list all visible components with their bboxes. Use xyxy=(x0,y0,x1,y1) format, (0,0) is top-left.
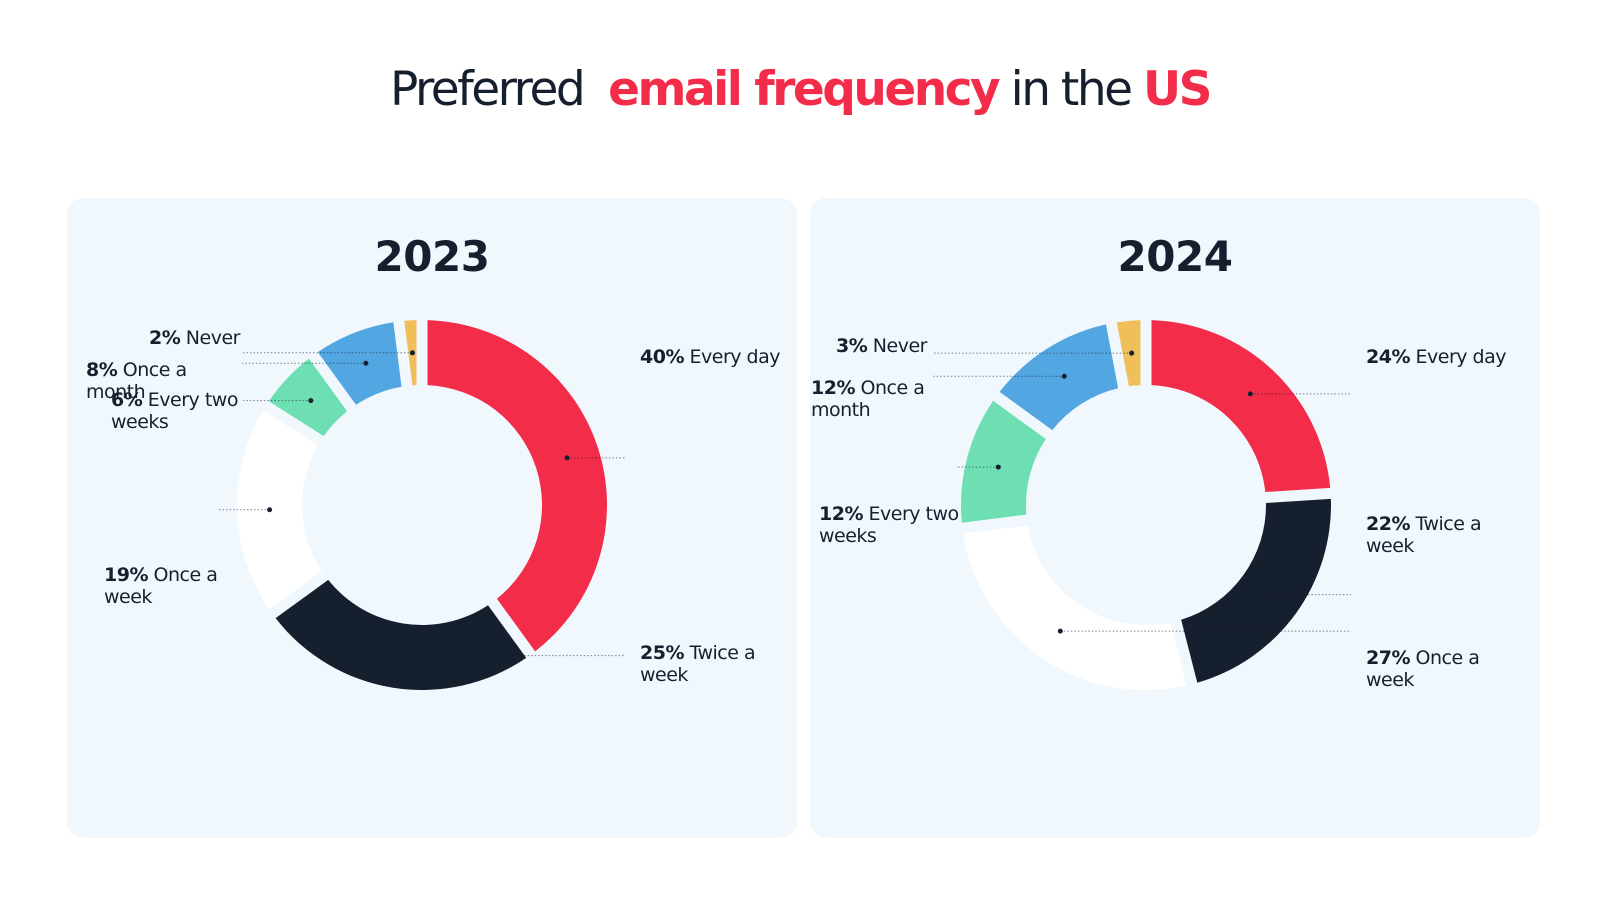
slice-name: Every day xyxy=(683,346,781,368)
leader-dot-2024-5 xyxy=(1129,350,1135,356)
leader-dot-2023-3 xyxy=(308,398,314,404)
leader-dot-2023-1 xyxy=(395,653,401,659)
slice-label-2023-once-a-week: 19% Once a week xyxy=(104,564,224,608)
slice-label-2023-never: 2% Never xyxy=(149,327,249,349)
slice-2023-once-a-week xyxy=(236,410,322,610)
slice-label-2024-every-day: 24% Every day xyxy=(1366,346,1516,368)
slice-label-2023-every-two-weeks: 6% Every two weeks xyxy=(111,389,251,433)
slice-name: Every two weeks xyxy=(111,389,238,433)
leader-dot-2023-2 xyxy=(267,507,273,513)
slice-name: Every day xyxy=(1409,346,1507,368)
slice-pct: 25% xyxy=(640,642,684,664)
title-part-3: in the xyxy=(1010,62,1133,117)
leader-dot-2024-3 xyxy=(995,464,1001,470)
slice-label-2024-once-a-week: 27% Once a week xyxy=(1366,647,1486,691)
leader-dot-2024-0 xyxy=(1247,391,1253,397)
slice-name: Every two weeks xyxy=(819,503,959,547)
slice-name: Once a month xyxy=(811,377,925,421)
slice-name: Never xyxy=(180,327,241,349)
leader-dot-2023-0 xyxy=(564,455,570,461)
leader-dot-2023-5 xyxy=(409,350,415,356)
slice-label-2024-once-a-month: 12% Once a month xyxy=(811,377,931,421)
slice-2024-every-day xyxy=(1151,320,1331,492)
slice-name: Twice a week xyxy=(1366,513,1482,557)
chart-panel-2024: 2024 24% Every day 22% Twice a week 27% On… xyxy=(810,198,1540,838)
slice-pct: 22% xyxy=(1366,513,1410,535)
title-part-2: email frequency xyxy=(608,62,1001,117)
slice-label-2023-once-a-month: 8% Once a month xyxy=(86,359,246,403)
slice-name: Once a week xyxy=(1366,647,1480,691)
leader-dot-2024-1 xyxy=(1266,592,1272,598)
slice-label-2024-twice-a-week: 22% Twice a week xyxy=(1366,513,1486,557)
slice-pct: 27% xyxy=(1366,647,1410,669)
slice-2024-twice-a-week xyxy=(1181,498,1331,683)
leader-dot-2023-4 xyxy=(363,360,369,366)
slice-2024-never xyxy=(1116,320,1141,387)
slice-pct: 12% xyxy=(819,503,863,525)
chart-panel-2023: 2023 40% Every day 25% Twice a week 19% On… xyxy=(67,198,797,838)
leader-dot-2024-2 xyxy=(1057,628,1063,634)
slice-pct: 2% xyxy=(149,327,181,349)
panel-year-2023: 2023 xyxy=(374,232,490,281)
leader-dot-2024-4 xyxy=(1061,373,1067,379)
panel-year-2024: 2024 xyxy=(1117,232,1233,281)
slice-2023-every-day xyxy=(427,320,608,652)
donut-chart-2024 xyxy=(933,320,1351,690)
slice-name: Once a week xyxy=(104,564,218,608)
slice-2023-once-a-month xyxy=(317,322,402,405)
slice-name: Once a month xyxy=(86,359,187,403)
slice-pct: 3% xyxy=(836,335,868,357)
slice-name: Twice a week xyxy=(640,642,756,686)
slice-pct: 12% xyxy=(811,377,855,399)
chart-title: Preferred email frequency in the US xyxy=(0,62,1600,117)
slice-2023-twice-a-week xyxy=(275,579,527,690)
slice-label-2024-never: 3% Never xyxy=(836,335,936,357)
slice-label-2023-every-day: 40% Every day xyxy=(640,346,790,368)
slice-label-2023-twice-a-week: 25% Twice a week xyxy=(640,642,760,686)
title-part-4: US xyxy=(1143,62,1213,117)
slice-2024-once-a-week xyxy=(963,525,1187,690)
slice-2024-every-two-weeks xyxy=(961,400,1046,523)
slice-name: Never xyxy=(867,335,928,357)
slice-2024-once-a-month xyxy=(999,324,1119,431)
slice-pct: 40% xyxy=(640,346,684,368)
title-part-1: Preferred xyxy=(389,62,586,117)
slice-pct: 6% xyxy=(111,389,143,411)
donut-chart-2023 xyxy=(217,320,625,690)
slice-2023-every-two-weeks xyxy=(268,358,348,437)
slice-label-2024-every-two-weeks: 12% Every two weeks xyxy=(819,503,959,547)
slice-pct: 8% xyxy=(86,359,118,381)
slice-pct: 19% xyxy=(104,564,148,586)
slice-pct: 24% xyxy=(1366,346,1410,368)
